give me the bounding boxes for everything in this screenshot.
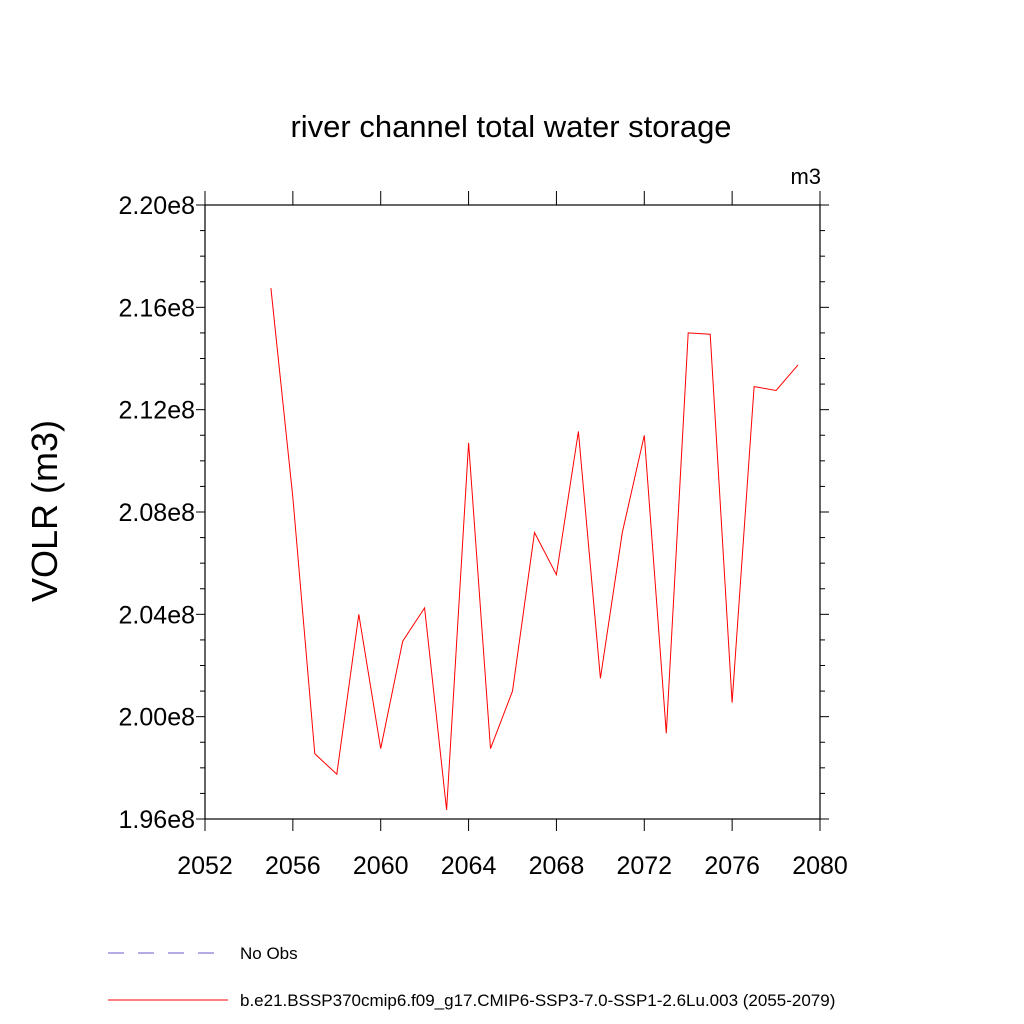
x-tick-label: 2052 [177,852,233,880]
x-tick-label: 2068 [529,852,585,880]
x-tick-label: 2064 [441,852,497,880]
y-tick-label: 2.08e8 [119,499,195,527]
y-tick-label: 2.16e8 [119,294,195,322]
x-tick-labels: 2052 2056 2060 2064 2068 2072 2076 2080 [177,852,848,880]
legend-label-no-obs: No Obs [240,944,298,963]
axis-ticks [196,191,829,831]
y-tick-label: 1.96e8 [119,806,195,834]
y-tick-label: 2.04e8 [119,601,195,629]
x-tick-label: 2080 [792,852,848,880]
series-layer [270,288,799,811]
series-line [270,288,799,811]
x-tick-label: 2072 [616,852,672,880]
plot-frame [204,204,821,820]
legend: No Obs b.e21.BSSP370cmip6.f09_g17.CMIP6-… [108,944,835,1010]
x-tick-label: 2076 [704,852,760,880]
x-tick-label: 2056 [265,852,321,880]
chart-title: river channel total water storage [290,109,731,144]
x-tick-label: 2060 [353,852,409,880]
y-tick-label: 2.20e8 [119,192,195,220]
y-axis-label: VOLR (m3) [24,420,65,602]
y-tick-label: 2.00e8 [119,704,195,732]
y-tick-label: 2.12e8 [119,397,195,425]
y-tick-labels: 1.96e8 2.00e8 2.04e8 2.08e8 2.12e8 2.16e8 2.20… [119,192,195,834]
legend-label-model-run: b.e21.BSSP370cmip6.f09_g17.CMIP6-SSP3-7.… [240,991,835,1010]
units-label: m3 [790,164,821,189]
